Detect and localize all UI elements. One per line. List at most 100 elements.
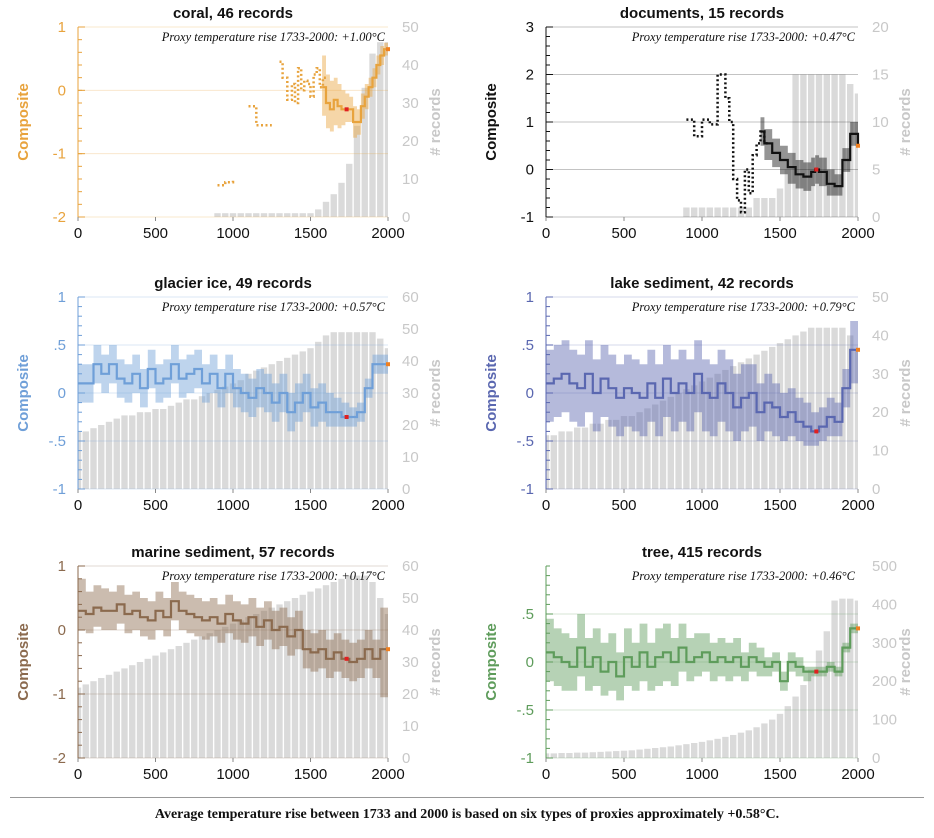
proxy-rise-annotation: Proxy temperature rise 1733-2000: +0.17°… xyxy=(161,569,386,583)
left-tick-label: 2 xyxy=(526,67,534,84)
record-bar xyxy=(644,748,651,758)
x-tick-label: 500 xyxy=(611,225,636,242)
record-bar xyxy=(753,727,760,758)
record-bar xyxy=(384,348,388,489)
record-bar xyxy=(191,399,198,489)
left-tick-label: .5 xyxy=(53,337,66,354)
record-bar xyxy=(291,354,299,489)
record-bar xyxy=(706,377,713,489)
record-bar xyxy=(113,418,120,489)
right-tick-label: 20 xyxy=(872,404,889,421)
uncertainty-band xyxy=(322,42,388,138)
right-tick-label: 15 xyxy=(872,67,889,84)
record-bar xyxy=(253,213,260,217)
record-bar xyxy=(792,74,799,217)
record-bar xyxy=(714,207,721,217)
panel-title: lake sediment, 42 records xyxy=(610,275,793,292)
record-bar xyxy=(206,633,213,758)
record-bar xyxy=(589,423,596,489)
left-tick-label: -1 xyxy=(53,481,66,498)
record-bar xyxy=(815,650,823,758)
left-axis-label: Composite xyxy=(15,83,32,161)
record-bar xyxy=(706,740,713,758)
right-axis-label: # records xyxy=(427,359,444,427)
panel-title: tree, 415 records xyxy=(642,544,762,561)
record-bar xyxy=(245,373,252,489)
right-axis-label: # records xyxy=(427,88,444,156)
record-bar xyxy=(652,404,659,489)
x-tick-label: 1500 xyxy=(763,225,796,242)
left-axis-label: Composite xyxy=(15,354,32,432)
record-bar xyxy=(384,42,388,218)
record-bar xyxy=(253,370,260,489)
x-tick-label: 1500 xyxy=(294,497,327,514)
left-tick-label: -2 xyxy=(53,750,66,767)
record-bar xyxy=(98,425,105,489)
right-tick-label: 20 xyxy=(402,686,419,703)
record-bar xyxy=(683,744,690,758)
record-bar xyxy=(800,74,807,217)
record-bar xyxy=(136,662,144,758)
left-tick-label: -1 xyxy=(53,146,66,163)
record-bar xyxy=(299,351,306,489)
record-bar xyxy=(761,198,768,217)
record-bar xyxy=(854,350,858,489)
marker-2000 xyxy=(386,362,390,367)
right-tick-label: 30 xyxy=(872,366,889,383)
record-bar xyxy=(245,617,252,758)
record-bar xyxy=(276,213,283,217)
left-tick-label: 0 xyxy=(526,385,534,402)
record-bar xyxy=(546,435,550,489)
record-bar xyxy=(152,409,159,489)
left-tick-label: 0 xyxy=(58,385,66,402)
composite-line xyxy=(546,348,858,433)
left-axis-label: Composite xyxy=(483,623,500,701)
record-bar xyxy=(214,389,221,489)
record-bar xyxy=(191,639,198,758)
record-bar xyxy=(338,332,345,489)
record-bar xyxy=(276,361,283,489)
record-bar xyxy=(847,335,854,489)
record-bar xyxy=(276,604,283,758)
record-bar xyxy=(745,207,752,217)
record-bar xyxy=(330,332,337,489)
record-bar xyxy=(652,748,659,758)
record-bar xyxy=(730,734,737,758)
record-bar xyxy=(105,674,113,758)
left-tick-label: 1 xyxy=(58,289,66,306)
record-bar xyxy=(322,201,330,217)
right-tick-label: 50 xyxy=(402,590,419,607)
record-bar xyxy=(160,409,167,489)
record-bar xyxy=(237,380,244,489)
record-bar xyxy=(121,415,128,489)
left-tick-label: 0 xyxy=(526,654,534,671)
left-tick-label: -1 xyxy=(521,209,534,226)
record-bar xyxy=(691,385,698,489)
record-bar xyxy=(315,588,322,758)
record-bar xyxy=(644,408,651,489)
record-bar xyxy=(753,198,760,217)
x-tick-label: 0 xyxy=(74,497,82,514)
right-tick-label: 20 xyxy=(402,133,419,150)
record-bar xyxy=(691,743,698,758)
x-tick-label: 1000 xyxy=(685,497,718,514)
uncertainty-band xyxy=(760,117,858,196)
record-bar xyxy=(222,626,229,758)
record-bar xyxy=(558,431,565,489)
left-tick-label: -1 xyxy=(521,481,534,498)
x-tick-label: 1000 xyxy=(216,766,249,783)
marker-2000 xyxy=(856,626,860,631)
record-bar xyxy=(377,338,384,489)
record-bar xyxy=(613,419,620,489)
record-bar xyxy=(144,412,151,489)
record-bar xyxy=(792,696,799,758)
right-tick-label: 10 xyxy=(872,114,889,131)
right-tick-label: 10 xyxy=(402,718,419,735)
record-bar xyxy=(384,614,388,758)
proxy-rise-annotation: Proxy temperature rise 1733-2000: +0.79°… xyxy=(631,300,856,314)
x-tick-label: 2000 xyxy=(371,766,404,783)
composite-line xyxy=(322,48,388,124)
record-bar xyxy=(330,582,337,758)
right-tick-label: 0 xyxy=(872,209,880,226)
record-bar xyxy=(253,614,260,758)
